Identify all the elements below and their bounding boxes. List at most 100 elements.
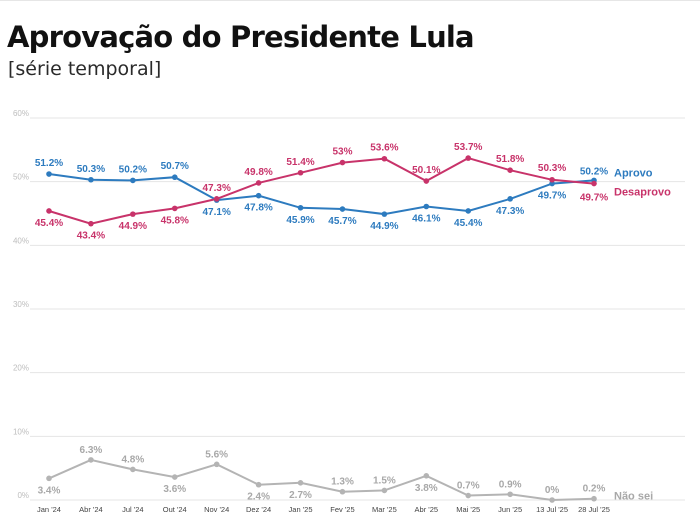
nao_sei-point [465,492,472,499]
nao-sei-data-label: 2.7% [289,490,312,501]
aprovo-data-label: 45.4% [454,218,482,229]
y-tick-label: 50% [13,173,29,182]
aprovo-data-label: 50.2% [580,166,608,177]
desaprovo-point [423,178,430,184]
nao_sei-point [213,461,220,468]
nao-sei-data-label: 5.6% [205,449,228,460]
aprovo-data-label: 45.7% [328,216,356,227]
desaprovo-data-label: 49.7% [580,193,608,204]
nao_sei-point [297,480,304,486]
aprovo-data-label: 45.9% [286,215,314,226]
desaprovo-point [88,220,94,227]
nao_sei-point [255,481,262,488]
chart-title: Aprovação do Presidente Lula [7,20,475,54]
grid-lines [30,117,685,501]
nao_sei-point [130,466,136,473]
nao_sei-point [423,473,430,479]
aprovo-data-label: 50.3% [77,164,105,175]
x-tick-label: Fev '25 [330,505,354,514]
nao_sei-line [48,458,595,502]
aprovo-point [297,204,304,211]
x-axis-ticks: Jan '24 Abr '24 Jul '24 Out '24 Nov '24 Dez '… [37,505,610,514]
aprovo-point [339,206,346,212]
y-tick-label: 60% [13,109,29,118]
desaprovo-data-label: 51.4% [286,157,314,168]
x-tick-label: Mai '25 [456,505,480,514]
desaprovo-point [381,155,388,162]
desaprovo-data-label: 43.4% [77,231,105,242]
line-chart: 0% 10% 20% 30% 40% 50% 60% Jan '24 Abr '24 Jul '… [13,109,685,514]
nao-sei-data-label: 3.8% [415,483,438,494]
nao_sei-point [46,475,52,482]
x-tick-label: Jan '24 [37,505,61,514]
aprovo-data-label: 49.7% [538,191,566,202]
desaprovo-data-label: 50.3% [538,163,566,174]
nao-sei-data-label: 3.4% [38,485,61,496]
desaprovo-point [130,211,136,217]
aprovo-data-label: 44.9% [370,221,398,232]
y-axis-ticks: 0% 10% 20% 30% 40% 50% 60% [13,109,29,500]
aprovo-point [171,174,178,181]
desaprovo-point [591,180,597,187]
aprovo-point [507,196,513,202]
series-name-labels: Aprovo Desaprovo Não sei [614,167,671,502]
nao-sei-series-label: Não sei [614,491,653,503]
desaprovo-point [46,208,52,214]
nao_sei-point [171,474,178,480]
aprovo-data-label: 47.8% [244,203,272,214]
nao-sei-data-label: 0% [545,485,560,496]
nao_sei-point [549,497,555,503]
y-tick-label: 30% [13,300,29,309]
desaprovo-data-label: 53.6% [370,143,398,154]
x-tick-label: Jul '24 [122,505,143,514]
series-lines [48,157,595,502]
x-tick-label: Jun '25 [498,505,522,514]
aprovo-line [48,173,595,216]
y-tick-label: 10% [13,427,29,436]
aprovo-point [465,208,472,214]
x-tick-label: 13 Jul '25 [536,505,568,514]
nao-sei-data-label: 3.6% [163,484,186,495]
desaprovo-point [297,169,304,176]
desaprovo-point [255,180,262,186]
nao-sei-data-label: 0.2% [583,484,606,495]
aprovo-data-label: 51.2% [35,158,63,169]
x-tick-label: 28 Jul '25 [578,505,610,514]
aprovo-data-label: 47.3% [496,206,524,217]
nao-sei-data-label: 6.3% [80,445,103,456]
nao_sei-point [88,457,94,463]
aprovo-point [46,171,52,177]
chart-subtitle: [série temporal] [8,58,162,80]
desaprovo-data-label: 47.3% [203,183,231,194]
desaprovo-point [507,167,513,174]
desaprovo-data-label: 53% [332,147,352,158]
desaprovo-point [171,205,178,212]
x-tick-label: Dez '24 [246,505,271,514]
nao_sei-point [339,488,346,495]
nao-sei-data-label: 4.8% [121,454,144,465]
aprovo-point [381,211,388,217]
desaprovo-data-label: 53.7% [454,142,482,153]
nao-sei-data-label: 0.7% [457,481,480,492]
nao-sei-data-label: 1.3% [331,477,354,488]
desaprovo-point [339,159,346,166]
desaprovo-point [549,176,555,183]
header-rule [0,0,700,10]
aprovo-point [423,203,430,210]
nao-sei-data-label: 2.4% [247,492,270,503]
desaprovo-data-label: 51.8% [496,154,524,165]
aprovo-point [255,192,262,199]
desaprovo-data-label: 49.8% [244,167,272,178]
desaprovo-line [48,157,595,225]
desaprovo-point [213,196,220,202]
aprovo-data-label: 50.7% [161,161,189,172]
aprovo-data-label: 50.2% [119,164,147,175]
y-tick-label: 20% [13,364,29,373]
aprovo-data-label: 47.1% [203,207,231,218]
nao_sei-point [381,487,388,494]
x-tick-label: Abr '24 [79,505,103,514]
y-tick-label: 40% [13,236,29,245]
desaprovo-data-label: 44.9% [119,221,147,232]
nao-sei-data-label: 1.5% [373,475,396,486]
desaprovo-data-label: 50.1% [412,165,440,176]
